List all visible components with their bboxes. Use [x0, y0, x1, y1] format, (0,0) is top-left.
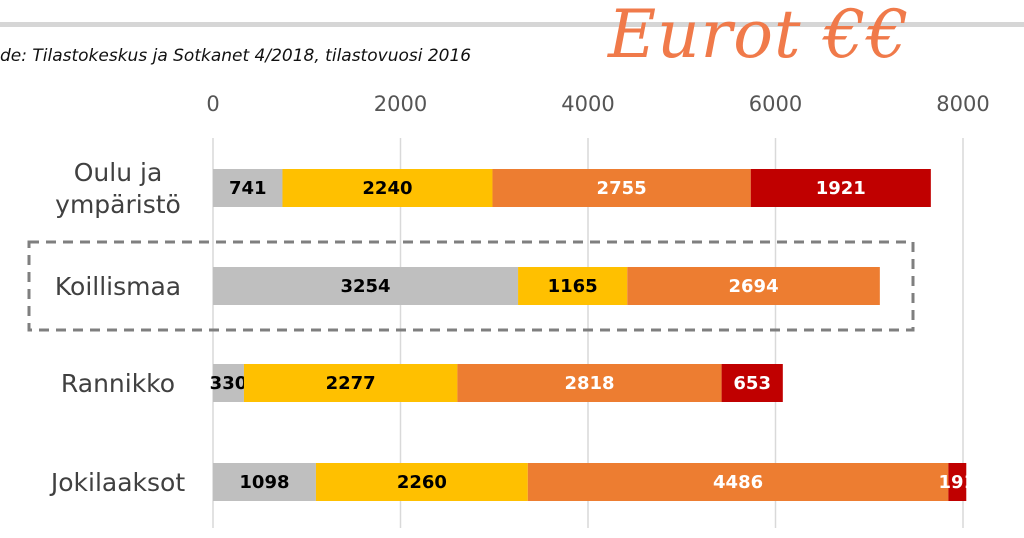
- x-tick-label: 6000: [749, 92, 802, 116]
- bar-segment: [282, 169, 493, 207]
- data-label: 330: [210, 373, 248, 394]
- data-label: 1165: [548, 276, 598, 297]
- bar-segment: [627, 267, 880, 305]
- x-tick-label: 0: [206, 92, 219, 116]
- bar-segment: [213, 169, 283, 207]
- data-label: 2240: [362, 178, 412, 199]
- data-label: 1921: [816, 178, 866, 199]
- data-label: 2755: [597, 178, 647, 199]
- category-label: Koillismaa: [55, 272, 181, 301]
- category-label: ympäristö: [55, 190, 181, 219]
- highlight-box: [27, 240, 915, 332]
- bars: 741 2240 2755 1921 3254 1165 2694 330 2277 2818 65…: [210, 169, 976, 501]
- category-label: Jokilaaksot: [49, 468, 185, 497]
- bar-segment: [948, 463, 967, 501]
- data-label: 4486: [713, 472, 763, 493]
- data-label: 2277: [326, 373, 376, 394]
- bar-segment: [457, 364, 722, 402]
- category-label: Oulu ja: [74, 158, 163, 187]
- bar-segment: [518, 267, 628, 305]
- top-frame-bar: [0, 0, 1024, 27]
- data-label: 3254: [340, 276, 390, 297]
- x-tick-label: 8000: [936, 92, 989, 116]
- data-label: 2818: [564, 373, 614, 394]
- bar-segment: [213, 463, 316, 501]
- bar-segment: [213, 364, 244, 402]
- data-label: 653: [733, 373, 771, 394]
- brand-title: Eurot €€: [608, 0, 910, 73]
- bar-segment: [492, 169, 751, 207]
- bar-segment: [243, 364, 458, 402]
- data-label: 2260: [397, 472, 447, 493]
- data-label: 741: [229, 178, 267, 199]
- bar-segment: [213, 267, 519, 305]
- source-note: de: Tilastokeskus ja Sotkanet 4/2018, ti…: [0, 46, 472, 66]
- bar-segment: [750, 169, 931, 207]
- data-label: 191: [939, 472, 977, 493]
- bar-segment: [315, 463, 528, 501]
- bar-segment: [527, 463, 949, 501]
- category-labels: Oulu ja ympäristö Koillismaa Rannikko Jokila…: [49, 158, 185, 497]
- x-tick-label: 2000: [374, 92, 427, 116]
- bar-segment: [721, 364, 783, 402]
- category-label: Rannikko: [61, 369, 175, 398]
- highlight-dashed-box: [27, 240, 915, 332]
- x-tick-labels: 0 2000 4000 6000 8000: [206, 92, 989, 116]
- data-label: 2694: [729, 276, 779, 297]
- data-label: 1098: [239, 472, 289, 493]
- x-tick-label: 4000: [561, 92, 614, 116]
